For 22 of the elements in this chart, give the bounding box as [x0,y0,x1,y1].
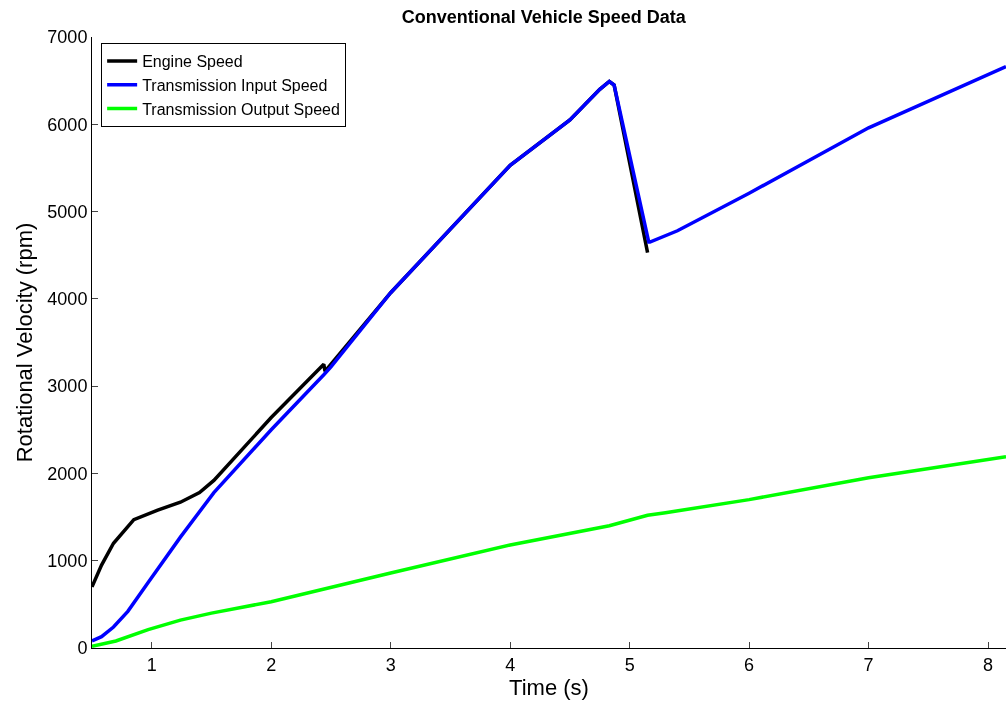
x-tick-label: 6 [744,654,755,675]
y-tick-label: 2000 [47,463,88,484]
y-tick-label: 4000 [47,289,88,310]
y-tick-label: 1000 [47,551,88,572]
chart-title: Conventional Vehicle Speed Data [401,7,687,28]
legend-label: Transmission Input Speed [142,77,328,95]
legend-label: Transmission Output Speed [142,100,340,118]
y-tick-label: 5000 [47,201,88,222]
y-axis-title: Rotational Velocity (rpm) [12,222,38,463]
y-tick-label: 7000 [47,27,88,48]
x-tick-label: 1 [146,654,157,675]
x-axis-title: Time (s) [509,675,589,701]
x-tick-label: 3 [385,654,396,675]
legend-label: Engine Speed [142,53,243,71]
x-tick-label: 7 [863,654,874,675]
x-tick-label: 4 [505,654,516,675]
x-tick-label: 2 [266,654,277,675]
x-tick-label: 5 [624,654,635,675]
y-tick-label: 6000 [47,114,88,135]
y-tick-label: 0 [77,638,88,659]
x-tick-label: 8 [983,654,994,675]
y-tick-label: 3000 [47,376,88,397]
